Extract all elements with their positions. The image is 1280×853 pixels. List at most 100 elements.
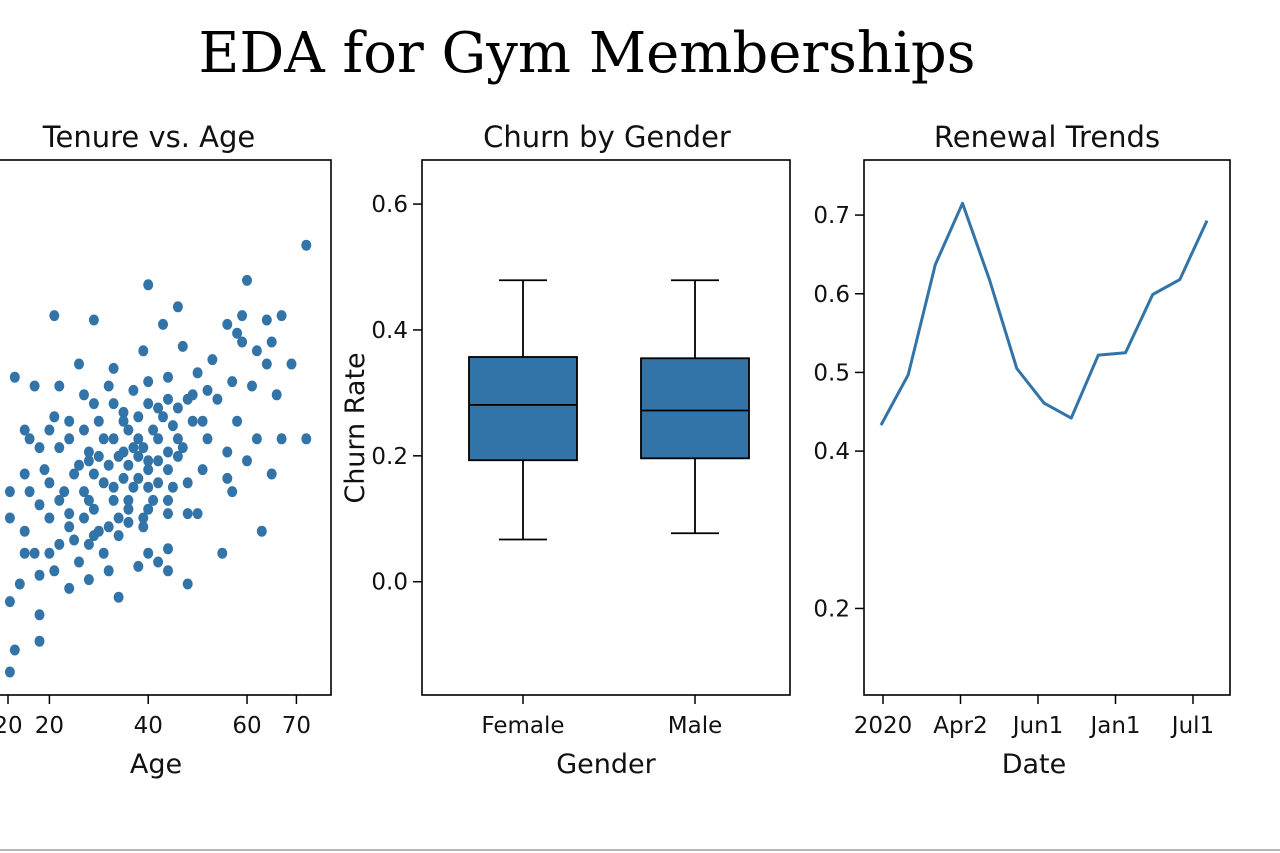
scatter-point xyxy=(128,442,139,454)
scatter-point xyxy=(182,508,193,520)
line-x-tick-label: Apr2 xyxy=(933,713,987,739)
scatter-x-tick-label: 60 xyxy=(232,713,261,739)
scatter-point xyxy=(79,512,89,524)
scatter-point xyxy=(158,411,168,423)
scatter-point xyxy=(54,380,65,392)
figure-title: EDA for Gym Memberships xyxy=(199,21,976,86)
box-axes-frame xyxy=(421,159,791,696)
scatter-point xyxy=(177,442,188,454)
scatter-point xyxy=(34,442,45,454)
scatter-point xyxy=(88,468,99,480)
scatter-point xyxy=(118,415,129,427)
scatter-point xyxy=(103,459,114,471)
scatter-point xyxy=(74,556,84,568)
scatter-point xyxy=(163,494,173,506)
scatter-point xyxy=(103,380,114,392)
scatter-point xyxy=(172,402,183,414)
scatter-point xyxy=(158,318,168,330)
scatter-point xyxy=(88,530,99,542)
scatter-point xyxy=(9,644,20,656)
scatter-point xyxy=(83,494,94,506)
scatter-axes-frame xyxy=(0,159,332,696)
scatter-point xyxy=(172,433,183,445)
scatter-point xyxy=(182,393,193,405)
scatter-point xyxy=(29,380,40,392)
scatter-point xyxy=(163,565,173,577)
scatter-point xyxy=(163,446,173,458)
scatter-point xyxy=(4,512,15,524)
line-x-tick-label: Jan1 xyxy=(1088,713,1140,739)
scatter-point xyxy=(88,314,99,326)
scatter-point xyxy=(83,446,94,458)
scatter-point xyxy=(83,455,94,467)
scatter-point xyxy=(202,433,213,445)
scatter-point xyxy=(113,530,124,542)
scatter-x-label: Age xyxy=(130,749,182,780)
scatter-point xyxy=(197,415,208,427)
scatter-points xyxy=(4,239,312,678)
box-iqr xyxy=(640,357,750,460)
scatter-point xyxy=(153,556,164,568)
scatter-point xyxy=(163,371,173,383)
scatter-point xyxy=(79,486,89,498)
box-x-label: Gender xyxy=(556,749,656,780)
scatter-point xyxy=(227,376,238,388)
scatter-point xyxy=(138,345,149,357)
scatter-point xyxy=(123,516,134,528)
scatter-point xyxy=(138,442,149,454)
scatter-point xyxy=(222,472,233,484)
line-panel: Renewal Trends 0.2 0.4 0.5 0.6 0.7 2020 Apr2 J… xyxy=(813,120,1231,780)
scatter-point xyxy=(29,547,40,559)
line-x-tick-label: Jul1 xyxy=(1170,713,1214,739)
scatter-point xyxy=(64,582,75,594)
scatter-x-tick-label: 70 xyxy=(282,713,311,739)
scatter-point xyxy=(276,310,287,322)
scatter-point xyxy=(79,424,89,436)
scatter-point xyxy=(143,455,154,467)
scatter-point xyxy=(24,433,35,445)
scatter-point xyxy=(34,635,45,647)
scatter-point xyxy=(39,464,50,476)
box-y-tick-label: 0.6 xyxy=(371,192,408,218)
line-x-tick-label: Jun1 xyxy=(1011,713,1064,739)
box-marks xyxy=(468,279,750,541)
scatter-point xyxy=(44,424,55,436)
scatter-point xyxy=(163,393,173,405)
scatter-point xyxy=(44,547,55,559)
scatter-point xyxy=(123,459,134,471)
scatter-point xyxy=(113,591,124,603)
scatter-point xyxy=(93,450,104,462)
scatter-point xyxy=(34,499,45,511)
scatter-point xyxy=(232,415,243,427)
scatter-point xyxy=(133,560,144,572)
scatter-point xyxy=(153,433,164,445)
box-x-tick-label: Male xyxy=(668,713,722,739)
box-y-ticks: 0.0 0.2 0.4 0.6 xyxy=(371,192,422,596)
scatter-point xyxy=(271,389,282,401)
scatter-point xyxy=(108,494,119,506)
scatter-point xyxy=(74,358,84,370)
scatter-point xyxy=(54,442,65,454)
scatter-point xyxy=(9,371,20,383)
scatter-point xyxy=(247,380,257,392)
scatter-point xyxy=(64,433,75,445)
box-x-tick-label: Female xyxy=(481,713,564,739)
scatter-point xyxy=(172,450,183,462)
scatter-point xyxy=(143,481,154,493)
line-title: Renewal Trends xyxy=(934,120,1160,154)
scatter-point xyxy=(242,274,252,286)
scatter-point xyxy=(54,538,65,550)
scatter-point xyxy=(143,464,154,476)
scatter-point xyxy=(74,459,84,471)
scatter-point xyxy=(182,477,193,489)
scatter-point xyxy=(163,543,173,555)
scatter-point xyxy=(153,477,164,489)
line-x-tick-label: 2020 xyxy=(854,713,913,739)
scatter-point xyxy=(182,578,193,590)
scatter-x-tick-label: 20 xyxy=(0,713,23,739)
scatter-point xyxy=(103,565,114,577)
box-y-label: Churn Rate xyxy=(340,352,371,503)
scatter-point xyxy=(93,415,104,427)
scatter-point xyxy=(276,433,287,445)
